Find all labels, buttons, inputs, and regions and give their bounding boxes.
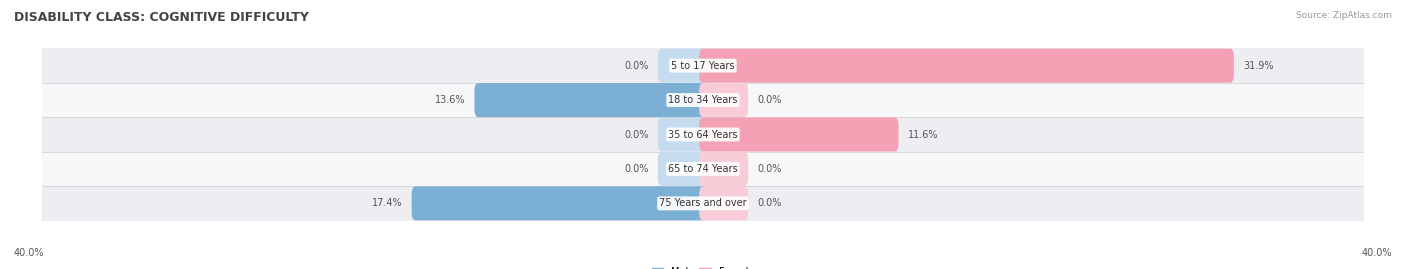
FancyBboxPatch shape bbox=[699, 152, 748, 186]
Text: 0.0%: 0.0% bbox=[758, 95, 782, 105]
Text: 0.0%: 0.0% bbox=[624, 129, 648, 140]
Text: 40.0%: 40.0% bbox=[1361, 248, 1392, 258]
FancyBboxPatch shape bbox=[658, 118, 707, 151]
Legend: Male, Female: Male, Female bbox=[648, 263, 758, 269]
Text: Source: ZipAtlas.com: Source: ZipAtlas.com bbox=[1296, 11, 1392, 20]
Text: 11.6%: 11.6% bbox=[908, 129, 938, 140]
Text: 0.0%: 0.0% bbox=[758, 164, 782, 174]
Text: 17.4%: 17.4% bbox=[371, 198, 402, 208]
FancyBboxPatch shape bbox=[699, 49, 1234, 83]
Text: 65 to 74 Years: 65 to 74 Years bbox=[668, 164, 738, 174]
Text: 31.9%: 31.9% bbox=[1243, 61, 1274, 71]
FancyBboxPatch shape bbox=[658, 49, 707, 83]
FancyBboxPatch shape bbox=[699, 186, 748, 220]
Bar bbox=[42, 152, 1364, 186]
FancyBboxPatch shape bbox=[412, 186, 707, 220]
Text: 75 Years and over: 75 Years and over bbox=[659, 198, 747, 208]
Text: 35 to 64 Years: 35 to 64 Years bbox=[668, 129, 738, 140]
Text: 0.0%: 0.0% bbox=[758, 198, 782, 208]
FancyBboxPatch shape bbox=[699, 118, 898, 151]
Bar bbox=[42, 186, 1364, 221]
FancyBboxPatch shape bbox=[474, 83, 707, 117]
Text: 13.6%: 13.6% bbox=[434, 95, 465, 105]
Text: 0.0%: 0.0% bbox=[624, 61, 648, 71]
FancyBboxPatch shape bbox=[658, 152, 707, 186]
Text: 0.0%: 0.0% bbox=[624, 164, 648, 174]
Bar bbox=[42, 83, 1364, 117]
Text: DISABILITY CLASS: COGNITIVE DIFFICULTY: DISABILITY CLASS: COGNITIVE DIFFICULTY bbox=[14, 11, 309, 24]
Text: 40.0%: 40.0% bbox=[14, 248, 45, 258]
Text: 5 to 17 Years: 5 to 17 Years bbox=[671, 61, 735, 71]
FancyBboxPatch shape bbox=[699, 83, 748, 117]
Text: 18 to 34 Years: 18 to 34 Years bbox=[668, 95, 738, 105]
Bar bbox=[42, 117, 1364, 152]
Bar bbox=[42, 48, 1364, 83]
